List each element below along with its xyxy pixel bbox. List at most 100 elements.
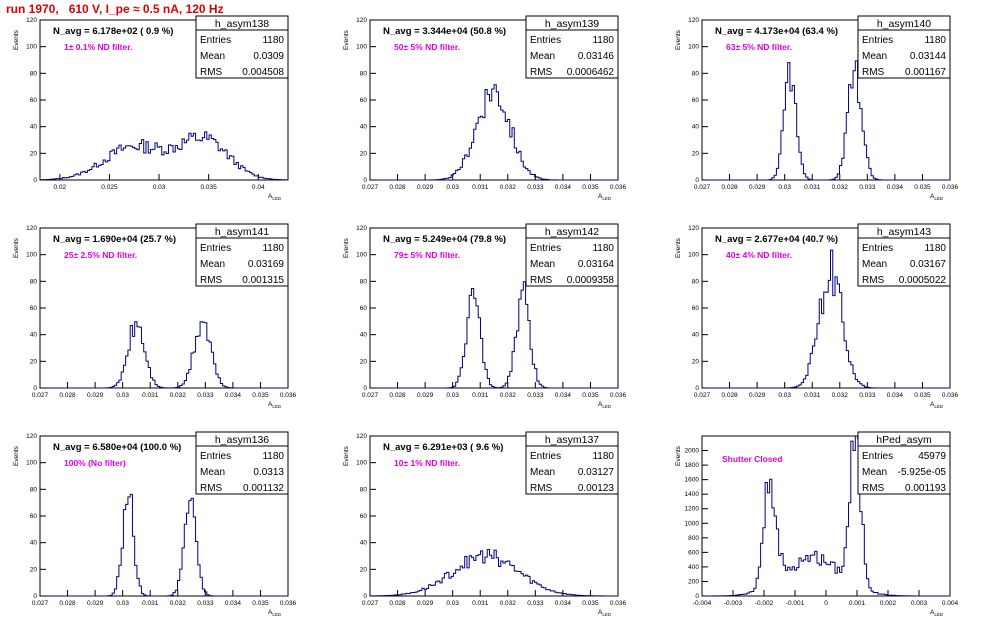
histogram-name: h_asym136: [215, 434, 269, 446]
x-tick-label: 0.034: [555, 392, 572, 399]
x-tick-label: 0.032: [500, 392, 517, 399]
x-tick-label: 0.036: [610, 600, 627, 607]
stats-label: RMS: [862, 67, 885, 78]
stats-label: Entries: [862, 35, 893, 46]
y-tick-label: 600: [688, 549, 699, 556]
histogram-line: [39, 131, 289, 181]
y-tick-label: 120: [356, 433, 367, 440]
stats-value: 0.00123: [578, 483, 615, 494]
histogram-line: [702, 60, 950, 181]
histogram-name: h_asym138: [215, 18, 269, 30]
y-tick-label: 20: [360, 358, 368, 365]
y-tick-label: 40: [360, 540, 368, 547]
stats-value: 1180: [592, 243, 614, 254]
x-tick-label: 0.033: [197, 600, 214, 607]
stats-value: 0.03164: [578, 259, 615, 270]
stats-value: 0.0005022: [899, 275, 947, 286]
stats-value: 0.0009358: [567, 275, 615, 286]
histogram-panel-h_asym143: 0.027 0.028 0.029 0.03 0.031 0.032 0.033 0.034 0…: [675, 223, 959, 409]
y-tick-label: 20: [360, 150, 368, 157]
n-avg-label: N_avg = 3.344e+04 (50.8 %): [383, 26, 506, 37]
y-tick-label: 20: [692, 358, 700, 365]
y-tick-label: 60: [692, 97, 700, 104]
y-tick-label: 40: [692, 124, 700, 131]
histogram-line: [369, 549, 619, 597]
stats-label: Mean: [200, 259, 225, 270]
histogram-name: h_asym140: [877, 18, 931, 30]
y-tick-label: 0: [33, 593, 37, 600]
y-tick-label: 1000: [685, 520, 700, 527]
y-tick-label: 120: [356, 225, 367, 232]
x-tick-label: 0.028: [389, 600, 406, 607]
x-tick-label: 0.032: [832, 392, 849, 399]
histogram-line: [701, 435, 950, 597]
y-axis-label: Events: [343, 445, 350, 466]
y-tick-label: 60: [30, 513, 38, 520]
stats-label: Mean: [200, 467, 225, 478]
n-avg-label: N_avg = 5.249e+04 (79.8 %): [383, 234, 506, 245]
x-tick-label: 0.03: [116, 600, 129, 607]
x-tick-label: 0.035: [200, 184, 217, 191]
y-axis-label: Events: [343, 29, 350, 50]
x-tick-label: 0.029: [87, 392, 104, 399]
x-tick-label: 0.034: [225, 392, 242, 399]
n-avg-label: N_avg = 6.291e+03 ( 9.6 %): [383, 442, 503, 453]
y-tick-label: 20: [30, 150, 38, 157]
y-tick-label: 2000: [685, 448, 700, 455]
x-tick-label: 0.02: [54, 184, 67, 191]
y-tick-label: 40: [30, 332, 38, 339]
stats-box: [857, 29, 951, 79]
stats-value: 0.001167: [905, 67, 946, 78]
stats-label: Mean: [530, 51, 555, 62]
y-tick-label: 0: [363, 177, 367, 184]
histogram-panel-h_asym136: 0.027 0.028 0.029 0.03 0.031 0.032 0.033 0.034 0…: [13, 431, 297, 617]
x-tick-label: 0.028: [59, 600, 76, 607]
x-axis-label: ALED: [930, 401, 944, 409]
x-tick-label: 0.033: [527, 184, 544, 191]
y-axis-label: Events: [13, 29, 20, 50]
y-tick-label: 40: [360, 124, 368, 131]
y-tick-label: 80: [360, 70, 368, 77]
y-tick-label: 120: [26, 17, 37, 24]
y-tick-label: 100: [356, 44, 367, 51]
x-tick-label: 0.036: [610, 184, 627, 191]
stats-value: 45979: [918, 451, 946, 462]
x-tick-label: 0.04: [252, 184, 265, 191]
x-tick-label: 0.033: [859, 392, 876, 399]
y-tick-label: 1200: [685, 506, 700, 513]
x-axis-label-subscript: LED: [934, 196, 944, 201]
x-tick-label: 0.033: [197, 392, 214, 399]
x-tick-label: 0.035: [582, 600, 599, 607]
x-tick-label: 0.03: [446, 600, 459, 607]
stats-box: [525, 445, 619, 495]
x-tick-label: -0.004: [693, 600, 712, 607]
x-tick-label: 0.029: [417, 184, 434, 191]
stats-box: [857, 237, 951, 287]
stats-label: RMS: [530, 67, 553, 78]
y-tick-label: 80: [30, 278, 38, 285]
y-tick-label: 80: [692, 278, 700, 285]
y-tick-label: 800: [688, 535, 699, 542]
y-tick-label: 20: [30, 566, 38, 573]
x-tick-label: 0.027: [694, 184, 711, 191]
x-tick-label: 0.032: [832, 184, 849, 191]
x-tick-label: 0.033: [527, 600, 544, 607]
stats-label: RMS: [200, 483, 223, 494]
histogram-name: h_asym139: [545, 18, 599, 30]
x-tick-label: 0.03: [778, 184, 791, 191]
y-tick-label: 60: [30, 305, 38, 312]
x-tick-label: 0.029: [749, 184, 766, 191]
stats-label: RMS: [530, 483, 553, 494]
x-tick-label: 0.033: [527, 392, 544, 399]
y-tick-label: 100: [356, 252, 367, 259]
y-tick-label: 100: [688, 44, 699, 51]
x-axis-label: ALED: [268, 609, 282, 617]
stats-value: 1180: [262, 243, 284, 254]
page-title: run 1970, 610 V, I_pe ≈ 0.5 nA, 120 Hz: [6, 2, 224, 16]
stats-label: RMS: [530, 275, 553, 286]
x-tick-label: 0.03: [778, 392, 791, 399]
x-tick-label: 0.028: [389, 392, 406, 399]
y-tick-label: 1800: [685, 462, 700, 469]
histogram-panel-h_asym142: 0.027 0.028 0.029 0.03 0.031 0.032 0.033 0.034 0…: [343, 223, 627, 409]
y-axis-label: Events: [13, 237, 20, 258]
